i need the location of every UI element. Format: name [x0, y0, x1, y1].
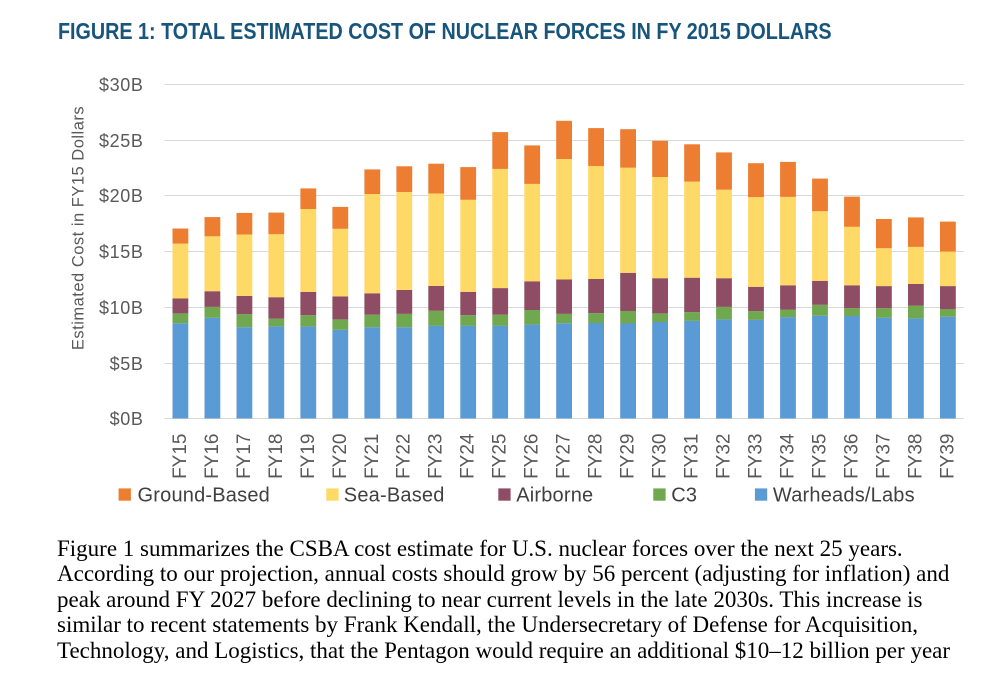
svg-text:FY32: FY32: [714, 434, 735, 479]
svg-text:FY29: FY29: [618, 434, 639, 479]
svg-text:Estimated Cost in FY15 Dollars: Estimated Cost in FY15 Dollars: [70, 106, 88, 350]
svg-text:FY26: FY26: [522, 434, 543, 479]
svg-text:FY38: FY38: [905, 434, 926, 479]
svg-text:FY17: FY17: [234, 434, 255, 479]
svg-text:FY21: FY21: [362, 434, 383, 479]
svg-text:$15B: $15B: [99, 242, 143, 262]
svg-text:$0B: $0B: [110, 409, 144, 429]
svg-text:Ground-Based: Ground-Based: [138, 485, 270, 507]
svg-text:C3: C3: [671, 485, 697, 507]
svg-text:$10B: $10B: [99, 298, 143, 318]
svg-text:FY28: FY28: [586, 434, 607, 479]
svg-text:FY31: FY31: [682, 434, 703, 479]
svg-text:Warheads/Labs: Warheads/Labs: [773, 485, 915, 507]
svg-text:FY37: FY37: [873, 434, 894, 479]
svg-text:FY24: FY24: [458, 433, 479, 479]
svg-text:FY27: FY27: [554, 434, 575, 479]
svg-text:FY22: FY22: [394, 434, 415, 479]
svg-text:$25B: $25B: [99, 131, 143, 151]
svg-text:FY15: FY15: [170, 434, 191, 479]
svg-text:FY25: FY25: [490, 434, 511, 479]
svg-text:FY34: FY34: [778, 433, 799, 479]
svg-text:$5B: $5B: [110, 354, 144, 374]
svg-text:FY36: FY36: [842, 434, 863, 479]
svg-text:FY16: FY16: [202, 434, 223, 479]
svg-text:$30B: $30B: [99, 75, 143, 95]
svg-text:Sea-Based: Sea-Based: [344, 485, 445, 507]
svg-text:FY20: FY20: [330, 434, 351, 479]
svg-text:FY18: FY18: [266, 434, 287, 479]
svg-text:FY33: FY33: [746, 434, 767, 479]
svg-text:FY39: FY39: [937, 434, 958, 479]
svg-text:FY23: FY23: [426, 434, 447, 479]
svg-text:Airborne: Airborne: [516, 485, 593, 507]
svg-text:FY19: FY19: [298, 434, 319, 479]
svg-text:FY30: FY30: [650, 434, 671, 479]
svg-text:FY35: FY35: [810, 434, 831, 479]
svg-text:$20B: $20B: [99, 186, 143, 206]
